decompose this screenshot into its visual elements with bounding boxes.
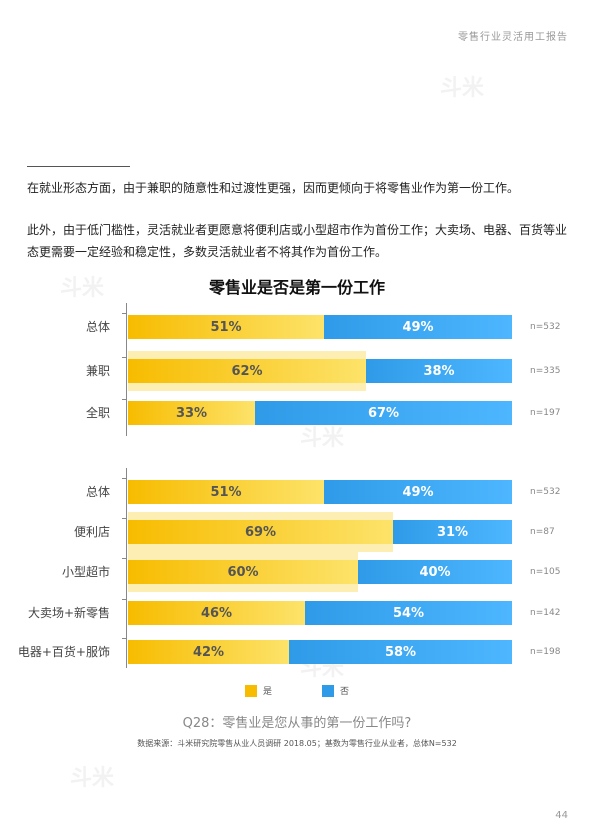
bar-segment-yes: 33%: [128, 401, 255, 425]
axis-tick: [122, 558, 126, 559]
legend-label-no: 否: [340, 687, 350, 697]
bar-segment-no: 31%: [393, 520, 512, 544]
survey-question: Q28：零售业是您从事的第一份工作吗?: [182, 716, 412, 731]
chart-axis: [126, 303, 127, 436]
watermark-logo: 斗米: [300, 426, 345, 451]
bar-segment-no: 49%: [324, 315, 512, 339]
legend-label-yes: 是: [262, 687, 272, 697]
sample-size-label: n=87: [530, 526, 555, 537]
bar-segment-yes: 62%: [128, 359, 366, 383]
category-label: 大卖场+新零售: [27, 606, 110, 620]
page-number: 44: [555, 810, 568, 821]
chart-title: 零售业是否是第一份工作: [208, 278, 385, 297]
axis-tick: [122, 599, 126, 600]
category-label: 总体: [85, 320, 110, 334]
axis-tick: [122, 399, 126, 400]
sample-size-label: n=105: [530, 566, 561, 577]
watermark-logo: 斗米: [70, 766, 115, 791]
section-divider: [27, 166, 130, 167]
chart-legend: 是 否: [0, 684, 594, 697]
bar-segment-yes: 69%: [128, 520, 393, 544]
axis-tick: [122, 478, 126, 479]
sample-size-label: n=335: [530, 365, 561, 376]
bar-segment-no: 58%: [289, 640, 512, 664]
bar-segment-yes: 60%: [128, 560, 358, 584]
bar-segment-no: 54%: [305, 601, 512, 625]
body-paragraph-1: 在就业形态方面，由于兼职的随意性和过渡性更强，因而更倾向于将零售业作为第一份工作…: [27, 181, 520, 195]
data-source: 数据来源：斗米研究院零售从业人员调研 2018.05；基数为零售行业从业者，总体…: [137, 739, 457, 748]
category-label: 电器+百货+服饰: [17, 645, 110, 659]
report-title: 零售行业灵活用工报告: [458, 32, 568, 43]
category-label: 便利店: [73, 525, 110, 539]
bar-segment-yes: 51%: [128, 315, 324, 339]
axis-tick: [122, 518, 126, 519]
sample-size-label: n=532: [530, 486, 561, 497]
bar-segment-yes: 46%: [128, 601, 305, 625]
bar-segment-no: 38%: [366, 359, 512, 383]
sample-size-label: n=197: [530, 407, 561, 418]
axis-tick: [122, 357, 126, 358]
bar-segment-yes: 42%: [128, 640, 289, 664]
sample-size-label: n=198: [530, 646, 561, 657]
bar-segment-no: 49%: [324, 480, 512, 504]
bar-segment-no: 67%: [255, 401, 512, 425]
sample-size-label: n=142: [530, 607, 561, 618]
bar-segment-yes: 51%: [128, 480, 324, 504]
axis-tick: [122, 638, 126, 639]
category-label: 总体: [85, 485, 110, 499]
legend-swatch-no: [322, 684, 334, 697]
body-paragraph-2: 此外，由于低门槛性，灵活就业者更愿意将便利店或小型超市作为首份工作；大卖场、电器…: [27, 223, 568, 259]
bar-segment-no: 40%: [358, 560, 512, 584]
watermark-logo: 斗米: [60, 276, 105, 301]
category-label: 小型超市: [61, 565, 110, 579]
chart-axis: [126, 468, 127, 668]
legend-swatch-yes: [244, 684, 257, 697]
category-label: 全职: [85, 406, 110, 420]
watermark-logo: 斗米: [440, 76, 485, 101]
category-label: 兼职: [85, 364, 110, 378]
legend-item-yes: 是: [244, 684, 272, 697]
legend-item-no: 否: [322, 684, 349, 697]
axis-tick: [122, 313, 126, 314]
sample-size-label: n=532: [530, 321, 561, 332]
